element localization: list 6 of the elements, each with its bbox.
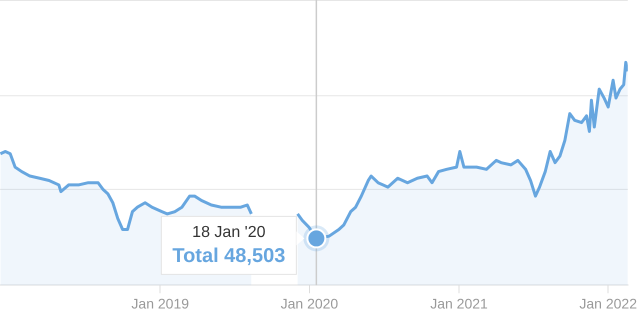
x-tick-label: Jan 2020 — [280, 295, 338, 312]
x-tick-label: Jan 2022 — [579, 295, 638, 312]
annotation: Total 48,503 — [172, 244, 286, 267]
x-tick-label: Jan 2021 — [430, 295, 488, 312]
annotation: 18 Jan '20 — [192, 224, 266, 241]
x-tick-label: Jan 2019 — [131, 295, 190, 312]
